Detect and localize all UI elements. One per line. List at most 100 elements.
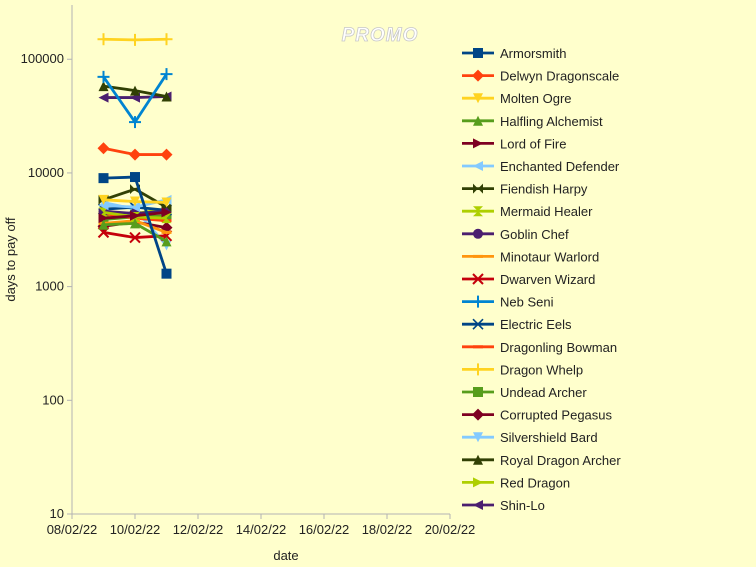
data-point: [98, 173, 109, 184]
legend-entry: Electric Eels: [462, 317, 572, 332]
legend-entry: Armorsmith: [462, 46, 566, 61]
legend-entry: Delwyn Dragonscale: [462, 69, 619, 84]
legend-label: Delwyn Dragonscale: [500, 69, 619, 84]
legend-swatch-marker: [473, 477, 483, 488]
legend-label: Molten Ogre: [500, 91, 572, 106]
data-point: [98, 213, 109, 224]
legend-swatch-marker: [473, 138, 483, 149]
legend-swatch-marker: [473, 345, 483, 349]
legend-swatch-marker: [473, 48, 483, 58]
series-delwyn-dragonscale: [97, 142, 173, 161]
legend-label: Dragon Whelp: [500, 362, 583, 377]
series-molten-ogre: [98, 194, 172, 208]
x-tick-label: 08/02/22: [47, 522, 98, 537]
data-point: [161, 230, 172, 234]
legend-label: Fiendish Harpy: [500, 182, 588, 197]
legend-entry: Dragonling Bowman: [462, 340, 617, 355]
data-point: [97, 33, 110, 46]
data-point: [129, 231, 141, 244]
legend-label: Electric Eels: [500, 317, 572, 332]
x-tick-label: 14/02/22: [236, 522, 287, 537]
legend-entry: Royal Dragon Archer: [462, 453, 621, 468]
data-point: [161, 236, 172, 247]
series-lord-of-fire: [98, 207, 172, 224]
x-tick-label: 18/02/22: [362, 522, 413, 537]
data-point: [160, 148, 173, 161]
legend-entry: Dwarven Wizard: [462, 272, 595, 287]
legend-entry: Silvershield Bard: [462, 430, 598, 445]
legend-label: Corrupted Pegasus: [500, 408, 613, 423]
legend-swatch-marker: [472, 295, 484, 308]
legend-entry: Corrupted Pegasus: [462, 408, 613, 423]
legend-swatch-marker: [473, 387, 483, 397]
data-point: [98, 200, 109, 211]
legend-label: Goblin Chef: [500, 227, 569, 242]
legend-swatch-marker: [472, 318, 484, 330]
data-point: [130, 210, 140, 221]
data-point: [161, 197, 172, 208]
legend-label: Lord of Fire: [500, 136, 566, 151]
x-tick-label: 16/02/22: [299, 522, 350, 537]
data-point: [161, 268, 172, 279]
data-point: [130, 196, 140, 207]
y-tick-label: 100000: [21, 51, 64, 66]
data-point: [97, 70, 110, 83]
legend-entry: Molten Ogre: [462, 91, 572, 106]
legend-swatch-marker: [472, 69, 484, 82]
data-point: [161, 91, 172, 102]
legend-label: Royal Dragon Archer: [500, 453, 621, 468]
legend: Armorsmith Delwyn Dragonscale Molten Ogre H…: [462, 46, 621, 513]
legend-swatch-marker: [473, 500, 483, 510]
legend-swatch-marker: [473, 228, 483, 239]
legend-swatch-marker: [473, 183, 483, 194]
data-point: [130, 172, 140, 183]
x-tick-label: 12/02/22: [173, 522, 224, 537]
legend-swatch-marker: [473, 161, 483, 171]
y-axis-title: days to pay off: [3, 217, 18, 302]
data-point: [130, 202, 140, 213]
legend-label: Neb Seni: [500, 295, 554, 310]
legend-label: Armorsmith: [500, 46, 566, 61]
data-point: [98, 194, 109, 205]
legend-swatch-marker: [473, 432, 483, 443]
legend-swatch-marker: [473, 254, 483, 258]
legend-entry: Minotaur Warlord: [462, 249, 599, 264]
y-tick-label: 10000: [28, 165, 64, 180]
legend-entry: Lord of Fire: [462, 136, 566, 151]
axes: 10 100 1000 10000 100000 08/02/22 10/02/22 12/0…: [21, 5, 476, 537]
data-point: [130, 218, 140, 229]
y-tick-label: 1000: [35, 279, 64, 294]
legend-entry: Red Dragon: [462, 475, 570, 490]
series-halfling-alchemist: [98, 218, 172, 247]
promo-watermark: PROMO: [342, 25, 419, 46]
series-neb-seni: [97, 68, 173, 129]
data-point: [97, 142, 110, 155]
x-tick-label: 20/02/22: [425, 522, 476, 537]
data-point: [160, 68, 173, 81]
data-point: [98, 92, 109, 103]
legend-entry: Undead Archer: [462, 385, 587, 400]
legend-entry: Dragon Whelp: [462, 362, 583, 377]
data-point: [130, 85, 140, 96]
legend-label: Undead Archer: [500, 385, 587, 400]
legend-entry: Shin-Lo: [462, 498, 545, 513]
legend-swatch-marker: [472, 363, 484, 376]
data-point: [98, 219, 109, 230]
data-point: [161, 207, 172, 218]
data-point: [129, 148, 141, 161]
series-royal-dragon-archer: [98, 81, 172, 102]
legend-label: Dwarven Wizard: [500, 272, 595, 287]
data-point: [129, 33, 141, 46]
y-tick-label: 100: [42, 392, 64, 407]
legend-label: Red Dragon: [500, 475, 570, 490]
legend-entry: Neb Seni: [462, 295, 554, 310]
x-tick-label: 10/02/22: [110, 522, 161, 537]
legend-label: Dragonling Bowman: [500, 340, 617, 355]
legend-label: Enchanted Defender: [500, 159, 620, 174]
y-tick-label: 10: [50, 506, 64, 521]
legend-label: Shin-Lo: [500, 498, 545, 513]
legend-entry: Enchanted Defender: [462, 159, 620, 174]
data-point: [98, 81, 109, 92]
series-dragon-whelp: [97, 33, 173, 46]
legend-swatch-marker: [473, 93, 483, 104]
